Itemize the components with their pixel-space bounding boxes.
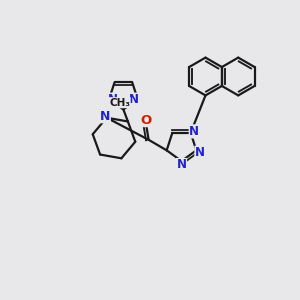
Text: N: N bbox=[189, 125, 199, 138]
Text: N: N bbox=[100, 110, 110, 123]
Text: CH₃: CH₃ bbox=[109, 98, 130, 108]
Text: N: N bbox=[176, 158, 187, 172]
Text: N: N bbox=[129, 93, 139, 106]
Text: N: N bbox=[108, 93, 118, 106]
Text: O: O bbox=[141, 113, 152, 127]
Text: N: N bbox=[195, 146, 205, 159]
